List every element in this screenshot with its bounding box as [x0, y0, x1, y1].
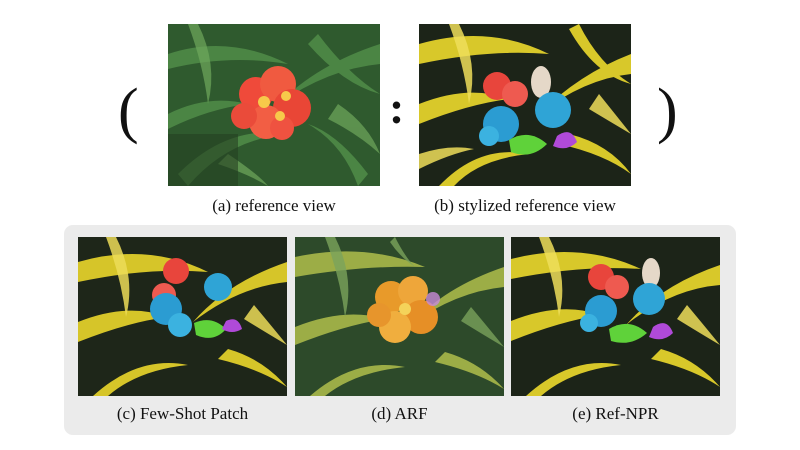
open-parenthesis: (	[118, 77, 139, 145]
caption-arf: (d) ARF	[371, 404, 428, 423]
caption-few-shot-patch: (c) Few-Shot Patch	[116, 404, 249, 423]
caption-stylized-reference-view: (b) stylized reference view	[434, 196, 616, 215]
caption-reference-view: (a) reference view	[212, 196, 336, 215]
analogy-colon: :	[389, 82, 405, 133]
close-parenthesis: )	[657, 77, 678, 145]
caption-ref-npr: (e) Ref-NPR	[572, 404, 659, 423]
arf-image	[295, 237, 504, 396]
reference-view-image	[168, 24, 380, 186]
few-shot-patch-image	[78, 237, 287, 396]
ref-npr-image	[511, 237, 720, 396]
stylized-reference-view-image	[419, 24, 631, 186]
